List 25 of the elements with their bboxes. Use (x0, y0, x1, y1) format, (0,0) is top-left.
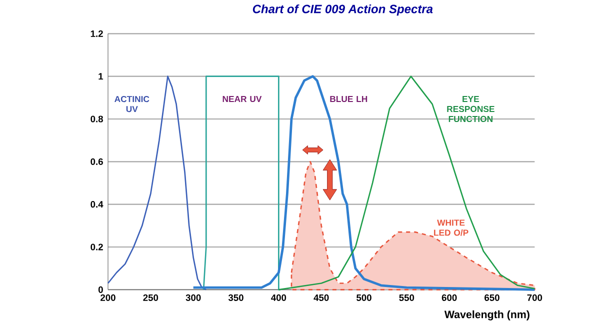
x-tick-label: 250 (143, 294, 158, 302)
y-tick-label: 0 (98, 286, 103, 294)
series-label: WHITE LED O/P (434, 220, 468, 236)
y-tick-label: 0.6 (90, 158, 103, 166)
x-tick-label: 350 (228, 294, 244, 302)
x-tick-label: 300 (186, 294, 201, 302)
y-tick-label: 1.2 (90, 30, 103, 38)
chart-title: Chart of CIE 009 Action Spectra (252, 4, 433, 16)
series-label: NEAR UV (222, 96, 262, 102)
x-tick-label: 500 (356, 294, 372, 302)
x-tick-label: 200 (100, 294, 116, 302)
y-tick-label: 0.4 (90, 201, 104, 208)
x-tick-label: 550 (399, 294, 414, 302)
x-tick-label: 450 (314, 294, 329, 302)
x-tick-label: 600 (442, 294, 457, 302)
series-label: ACTINIC UV (114, 96, 150, 112)
series-label: BLUE LH (330, 96, 368, 102)
y-tick-label: 0.2 (90, 244, 103, 250)
x-axis-title: Wavelength (nm) (444, 310, 530, 321)
y-tick-label: 1 (98, 73, 104, 80)
y-tick-label: 0.8 (90, 116, 103, 122)
series-label: EYE RESPONSE FUNCTION (447, 96, 494, 122)
x-tick-label: 650 (484, 294, 500, 302)
x-tick-label: 400 (271, 294, 286, 302)
x-tick-label: 700 (527, 294, 542, 302)
